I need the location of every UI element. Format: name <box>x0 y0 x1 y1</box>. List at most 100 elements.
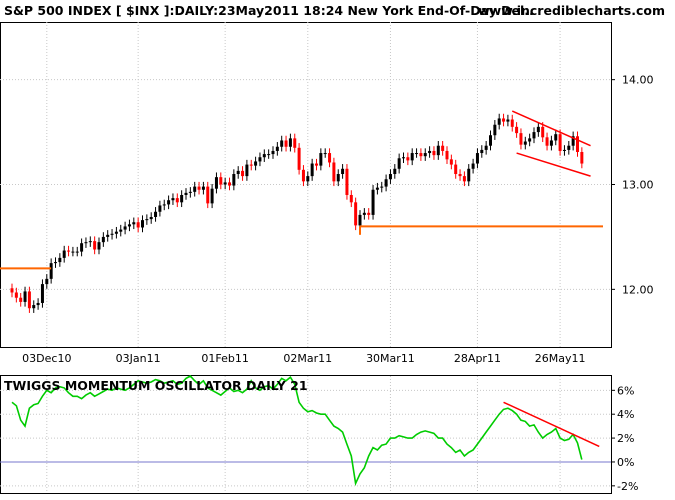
candle-body <box>67 250 71 252</box>
price-x-tick-label: 03Jan11 <box>116 352 161 365</box>
candle-body <box>432 150 436 156</box>
candle-body <box>462 176 466 182</box>
candle-body <box>254 161 258 166</box>
candle-body <box>497 118 501 125</box>
candle-body <box>367 212 371 215</box>
price-candles <box>10 113 584 313</box>
candle-body <box>528 138 532 142</box>
price-x-tick-label: 01Feb11 <box>201 352 248 365</box>
candle-body <box>541 126 545 138</box>
candle-body <box>184 192 188 195</box>
oscillator-series <box>11 374 583 487</box>
candle-body <box>562 149 566 151</box>
candle-body <box>241 170 245 177</box>
candle-body <box>132 222 136 225</box>
candle-body <box>454 164 458 175</box>
upper-channel-line <box>511 110 591 147</box>
candle-body <box>449 159 453 165</box>
candle-body <box>341 168 345 175</box>
candle-body <box>471 163 475 169</box>
candle-body <box>554 134 558 141</box>
candle-body <box>315 163 318 166</box>
osc-series-line <box>11 374 583 487</box>
candle-body <box>567 145 571 150</box>
candle-body <box>84 242 88 244</box>
candle-body <box>510 119 514 127</box>
candle-body <box>358 214 362 226</box>
candle-body <box>71 251 75 253</box>
price-y-tick-label: 12.00 <box>622 283 654 296</box>
candle-body <box>123 226 127 230</box>
candle-body <box>397 158 401 169</box>
candle-body <box>536 126 540 133</box>
price-x-tick-label: 26May11 <box>535 352 586 365</box>
candle-body <box>580 152 584 164</box>
candle-body <box>228 182 231 186</box>
candle-body <box>101 236 105 243</box>
candle-body <box>284 140 288 147</box>
candle-body <box>19 297 23 302</box>
candle-body <box>158 205 162 212</box>
candle-body <box>106 234 110 237</box>
candle-body <box>80 243 84 252</box>
osc-y-tick-label: 2% <box>617 432 634 445</box>
oscillator-y-axis: 6% 4% 2% 0% -2% <box>611 384 638 493</box>
candle-body <box>249 164 253 166</box>
candle-body <box>14 292 18 298</box>
price-trendlines <box>0 110 603 270</box>
candle-body <box>297 147 301 170</box>
candle-body <box>371 189 375 215</box>
candle-body <box>175 198 179 203</box>
candle-body <box>275 146 279 151</box>
chart-title: S&P 500 INDEX [ $INX ]:DAILY:23May2011 1… <box>4 3 534 18</box>
candle-body <box>136 222 140 228</box>
candle-body <box>380 186 384 188</box>
candle-body <box>23 291 27 302</box>
candle-body <box>301 169 305 182</box>
oscillator-panel-border <box>0 375 612 494</box>
candle-body <box>571 136 575 146</box>
candle-body <box>236 170 240 175</box>
candle-body <box>349 194 353 203</box>
candle-body <box>319 153 323 166</box>
price-x-axis: 03Dec10 03Jan11 01Feb11 02Mar11 30Mar11 28Apr… <box>22 352 585 365</box>
candle-body <box>267 154 271 156</box>
candle-body <box>467 168 471 182</box>
candle-body <box>489 135 492 146</box>
candle-body <box>480 149 484 154</box>
candle-body <box>419 153 423 157</box>
candle-body <box>188 191 192 193</box>
candle-body <box>293 138 297 148</box>
candle-body <box>32 305 36 309</box>
candle-body <box>288 138 292 147</box>
candle-body <box>245 164 249 177</box>
candle-body <box>167 200 171 205</box>
candle-body <box>232 174 236 186</box>
price-x-tick-label: 02Mar11 <box>283 352 332 365</box>
candle-body <box>310 163 314 177</box>
candle-body <box>197 186 201 190</box>
candle-body <box>410 153 414 161</box>
candle-body <box>523 141 527 145</box>
candle-body <box>219 177 223 185</box>
oscillator-grid <box>0 376 611 493</box>
candle-body <box>502 118 506 122</box>
candle-body <box>49 263 53 279</box>
candle-body <box>214 177 218 189</box>
candle-body <box>428 150 432 154</box>
candle-body <box>532 132 536 139</box>
lower-channel-line <box>516 152 591 177</box>
candle-body <box>40 284 44 303</box>
candle-body <box>406 157 410 161</box>
candle-body <box>545 137 549 146</box>
candle-body <box>388 174 392 180</box>
candle-body <box>201 186 205 190</box>
candle-body <box>354 202 358 226</box>
osc-y-tick-label: 4% <box>617 408 634 421</box>
candle-body <box>154 211 158 217</box>
price-y-axis: 14.00 13.00 12.00 <box>611 74 654 296</box>
candle-body <box>558 134 562 151</box>
candle-body <box>484 145 488 150</box>
